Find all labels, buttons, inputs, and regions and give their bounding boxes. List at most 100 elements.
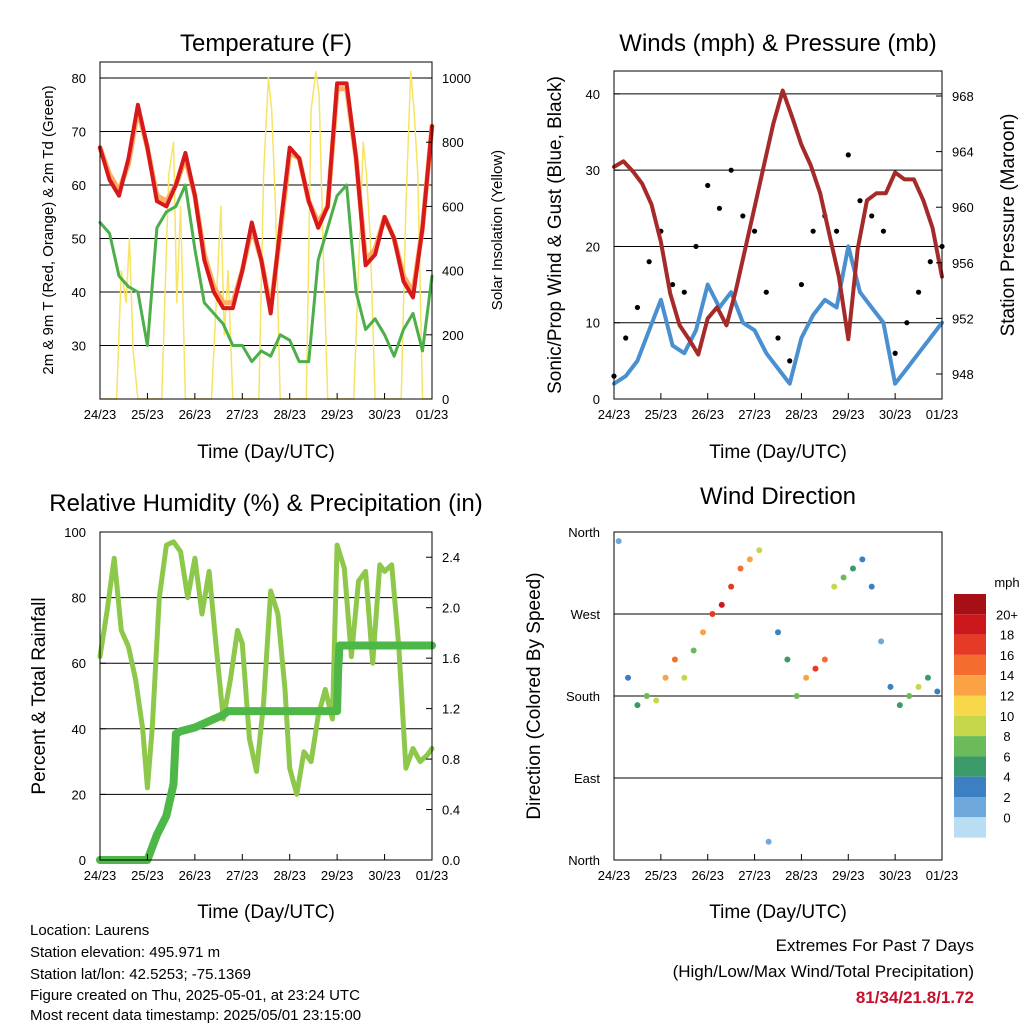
y-tick-label: 70 <box>72 125 86 140</box>
wind-direction-point <box>653 697 660 704</box>
wind-direction-point <box>934 688 941 695</box>
total-precipitation-line <box>96 641 436 864</box>
temperature-x-axis-title: Time (Day/UTC) <box>197 442 335 463</box>
wind-direction-point <box>915 683 922 690</box>
wind-direction-point <box>671 656 678 663</box>
x-tick-label: 29/23 <box>321 407 354 422</box>
x-tick-label: 30/23 <box>879 868 912 883</box>
wind-direction-point <box>634 702 641 709</box>
wind-direction-point <box>849 565 856 572</box>
x-tick-label: 24/23 <box>598 407 631 422</box>
gust-point <box>634 304 641 311</box>
x-tick-label: 01/23 <box>416 407 449 422</box>
temperature-plot-area <box>97 70 435 400</box>
humidity-plot-area <box>96 531 436 864</box>
pressure-y-axis-title: Station Pressure (Maroon) <box>998 114 1019 337</box>
wind-direction-point <box>793 693 800 699</box>
y-tick-label: 10 <box>586 316 600 331</box>
y-tick-label: 60 <box>72 178 86 193</box>
x-tick-label: 30/23 <box>368 407 401 422</box>
gust-point <box>787 358 793 364</box>
speed-legend-label: 20+ <box>996 607 1018 622</box>
x-tick-label: 01/23 <box>416 868 449 883</box>
recent-data-text: Most recent data timestamp: 2025/05/01 2… <box>30 1007 362 1024</box>
solar-y-axis-title: Solar Insolation (Yellow) <box>489 150 506 310</box>
y2-tick-label: 1000 <box>442 71 471 86</box>
y-tick-label: 20 <box>586 239 600 254</box>
wind-direction-point <box>803 674 810 681</box>
wind-direction-point <box>887 683 894 690</box>
wind-direction-point <box>756 547 763 554</box>
y-tick-label: 50 <box>72 232 86 247</box>
x-tick-label: 25/23 <box>131 407 164 422</box>
y2-tick-label: 960 <box>952 200 974 215</box>
humidity-precip-panel: Relative Humidity (%) & Precipitation (i… <box>29 490 483 923</box>
station-pressure-line <box>612 88 944 357</box>
wind-direction-x-axis-title: Time (Day/UTC) <box>709 902 847 923</box>
extremes-values: 81/34/21.8/1.72 <box>855 988 974 1007</box>
y-tick-label: 100 <box>64 525 86 540</box>
humidity-axes: 24/23 25/23 26/23 27/23 28/23 29/23 30/23 01/23… <box>64 525 460 883</box>
x-tick-label: 24/23 <box>84 407 117 422</box>
wind-direction-point <box>812 665 819 672</box>
wind-direction-point <box>700 629 707 636</box>
temperature-2m-line <box>98 81 434 316</box>
temperature-title: Temperature (F) <box>180 30 352 57</box>
speed-legend-label: 2 <box>1003 790 1010 805</box>
y2-tick-label: 1.6 <box>442 651 460 666</box>
y-tick-label: East <box>574 771 600 786</box>
x-tick-label: 01/23 <box>926 407 959 422</box>
gust-point <box>810 228 816 234</box>
y-tick-label: 40 <box>72 285 86 300</box>
location-text: Location: Laurens <box>30 922 150 939</box>
y-tick-label: South <box>566 689 600 704</box>
relative-humidity-line <box>97 539 435 797</box>
y2-tick-label: 0.0 <box>442 853 460 868</box>
wind-direction-point <box>625 674 632 681</box>
gust-point <box>880 228 887 234</box>
speed-legend-swatch <box>954 797 986 818</box>
elevation-text: Station elevation: 495.971 m <box>30 944 221 961</box>
speed-legend-swatch <box>954 695 986 716</box>
speed-legend-label: 4 <box>1003 770 1010 785</box>
y-tick-label: 80 <box>72 71 86 86</box>
wind-direction-point <box>615 538 622 545</box>
speed-legend-swatch <box>954 634 986 655</box>
x-tick-label: 24/23 <box>84 868 117 883</box>
wind-direction-plot-area <box>614 531 942 861</box>
speed-legend-swatch <box>954 614 986 635</box>
x-tick-label: 01/23 <box>926 868 959 883</box>
gust-point <box>775 335 781 341</box>
speed-legend-label: 14 <box>1000 668 1014 683</box>
wind-direction-point <box>643 693 650 699</box>
wind-direction-point <box>728 583 735 590</box>
speed-legend-swatch <box>954 756 986 777</box>
wind-direction-point <box>906 693 913 699</box>
y-tick-label: 0 <box>593 392 600 407</box>
gust-point <box>927 259 933 265</box>
x-tick-label: 27/23 <box>738 407 771 422</box>
gust-point <box>669 281 676 288</box>
wind-direction-point <box>784 656 791 663</box>
temperature-panel: Temperature (F) 24/23 25/23 26/23 27/23 28/2… <box>40 30 506 463</box>
wind-direction-point <box>775 629 781 636</box>
x-tick-label: 30/23 <box>879 407 912 422</box>
temperature-y-axis-title: 2m & 9m T (Red, Orange) & 2m Td (Green) <box>40 85 57 374</box>
humidity-y-axis-title: Percent & Total Rainfall <box>29 597 50 794</box>
speed-legend-label: 6 <box>1003 749 1010 764</box>
gust-point <box>857 198 863 204</box>
winds-plot-frame <box>613 70 943 400</box>
speed-legend-swatch <box>954 736 986 757</box>
x-tick-label: 25/23 <box>645 407 678 422</box>
wind-direction-point <box>709 611 716 617</box>
gust-point <box>892 350 898 356</box>
speed-legend-swatch <box>954 594 986 615</box>
speed-legend-swatch <box>954 817 986 838</box>
x-tick-label: 30/23 <box>368 868 401 883</box>
speed-legend-label: 10 <box>1000 709 1014 724</box>
winds-axes: 24/23 25/23 26/23 27/23 28/23 29/23 30/23 01/23… <box>586 87 974 422</box>
y2-tick-label: 2.0 <box>442 601 460 616</box>
y-tick-label: 80 <box>72 591 86 606</box>
y2-tick-label: 400 <box>442 264 464 279</box>
